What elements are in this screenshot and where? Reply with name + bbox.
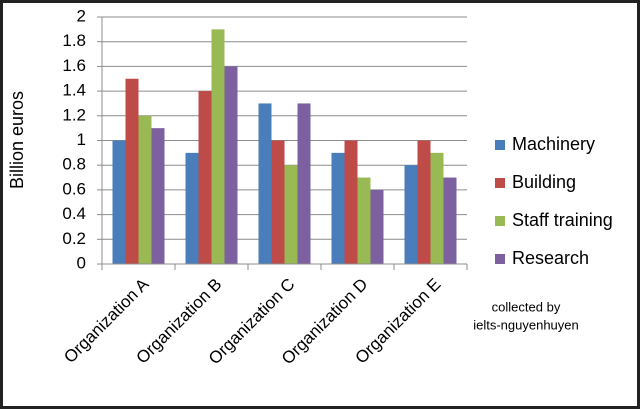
bar [271, 140, 285, 264]
annotation: ielts-nguyenhuyen [473, 317, 579, 332]
bar [224, 66, 238, 265]
y-tick-label: 1.4 [62, 81, 86, 100]
bar [198, 91, 212, 264]
legend-label: Building [512, 172, 576, 192]
legend-label: Research [512, 248, 589, 268]
y-tick-label: 1.6 [62, 56, 86, 75]
y-tick-label: 0.2 [62, 229, 86, 248]
bar [211, 29, 225, 264]
legend-label: Staff training [512, 210, 613, 230]
y-tick-label: 0.6 [62, 179, 86, 198]
bar [284, 165, 298, 264]
bar [151, 128, 165, 264]
y-tick-label: 0 [77, 253, 86, 272]
y-tick-label: 1.2 [62, 105, 86, 124]
bar [357, 177, 371, 264]
legend-label: Machinery [512, 134, 595, 154]
y-tick-label: 1.8 [62, 31, 86, 50]
y-axis-label: Billion euros [7, 91, 27, 189]
legend-swatch [495, 140, 505, 150]
bar [370, 189, 384, 264]
legend-swatch [495, 216, 505, 226]
y-tick-label: 1 [77, 130, 86, 149]
bar [125, 78, 139, 264]
legend-swatch [495, 254, 505, 264]
bar [344, 140, 358, 264]
bar [417, 140, 431, 264]
bar [430, 152, 444, 264]
bar [331, 152, 345, 264]
bar [112, 140, 126, 264]
bar [185, 152, 199, 264]
bar [404, 165, 418, 264]
legend-swatch [495, 178, 505, 188]
bar [443, 177, 457, 264]
annotation: collected by [492, 299, 561, 314]
y-tick-label: 0.4 [62, 204, 86, 223]
bar [258, 103, 272, 264]
y-tick-label: 0.8 [62, 155, 86, 174]
y-tick-label: 2 [77, 6, 86, 25]
bar [297, 103, 311, 264]
bar [138, 115, 152, 264]
